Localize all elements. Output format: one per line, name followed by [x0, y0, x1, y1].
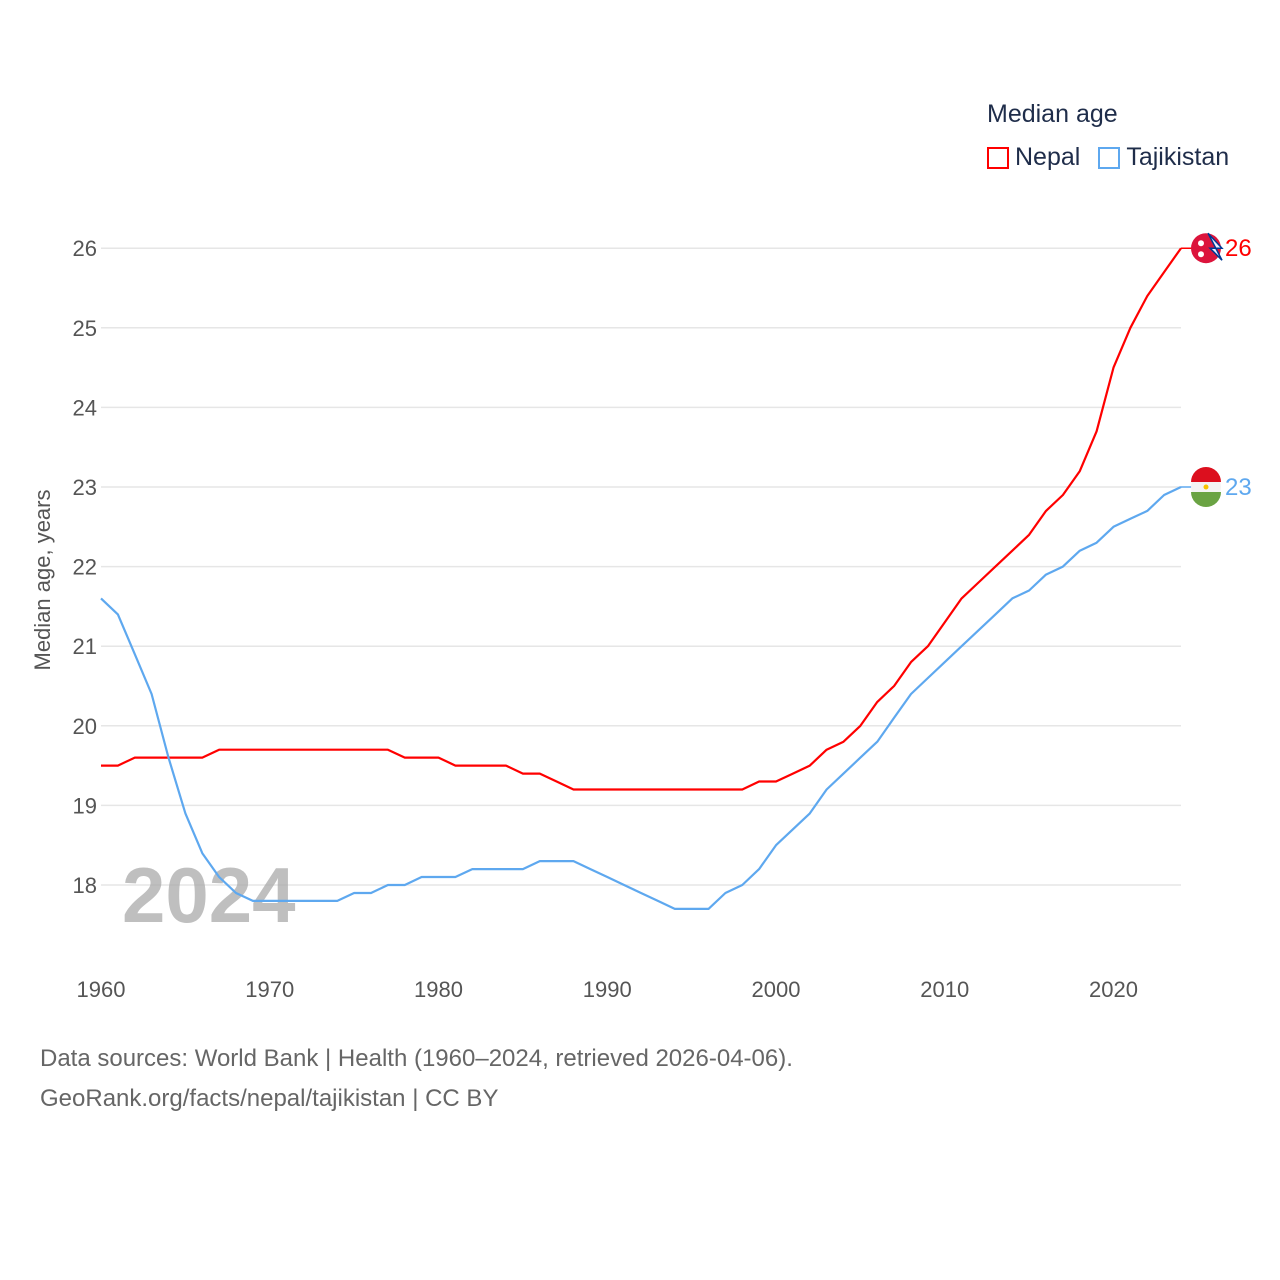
y-tick-label: 21 [73, 634, 97, 659]
x-tick-label: 2020 [1089, 977, 1138, 1002]
x-tick-label: 1960 [77, 977, 126, 1002]
y-tick-label: 19 [73, 793, 97, 818]
y-axis-label: Median age, years [30, 490, 55, 671]
x-tick-label: 1990 [583, 977, 632, 1002]
legend-title: Median age [987, 100, 1118, 128]
legend-item-tajikistan[interactable]: Tajikistan [1098, 143, 1229, 172]
series-line-tajikistan [100, 486, 1182, 911]
legend-swatch-tajikistan [1098, 146, 1121, 169]
tajikistan-flag-green [1191, 492, 1221, 507]
tajikistan-flag-red [1191, 467, 1221, 482]
tajikistan-flag-crown [1203, 484, 1209, 490]
legend-item-nepal[interactable]: Nepal [987, 143, 1080, 172]
y-tick-label: 23 [73, 475, 97, 500]
x-tick-label: 1980 [414, 977, 463, 1002]
y-tick-label: 25 [73, 316, 97, 341]
y-tick-label: 26 [73, 236, 97, 261]
x-tick-label: 2010 [920, 977, 969, 1002]
attribution-link[interactable]: GeoRank.org/facts/nepal/tajikistan | CC … [40, 1085, 499, 1112]
nepal-flag-moon [1198, 240, 1204, 247]
series-line-nepal [101, 247, 1182, 791]
nepal-flag-sun [1198, 251, 1204, 258]
x-tick-label: 2000 [752, 977, 801, 1002]
year-watermark: 2024 [122, 851, 296, 939]
legend-label-tajikistan: Tajikistan [1126, 143, 1230, 171]
x-tick-label: 1970 [245, 977, 294, 1002]
nepal-flag-border [1207, 232, 1224, 261]
legend-label-nepal: Nepal [1015, 143, 1081, 171]
end-value-label-tajikistan: 23 [1225, 474, 1252, 501]
data-source-text: Data sources: World Bank | Health (1960–… [40, 1045, 793, 1072]
y-tick-label: 20 [73, 714, 97, 739]
y-tick-label: 22 [73, 555, 97, 580]
y-tick-label: 18 [73, 873, 97, 898]
end-value-label-nepal: 26 [1225, 235, 1252, 262]
legend: Nepal Tajikistan [987, 143, 1229, 172]
y-tick-label: 24 [73, 395, 97, 420]
legend-swatch-nepal [987, 146, 1009, 169]
